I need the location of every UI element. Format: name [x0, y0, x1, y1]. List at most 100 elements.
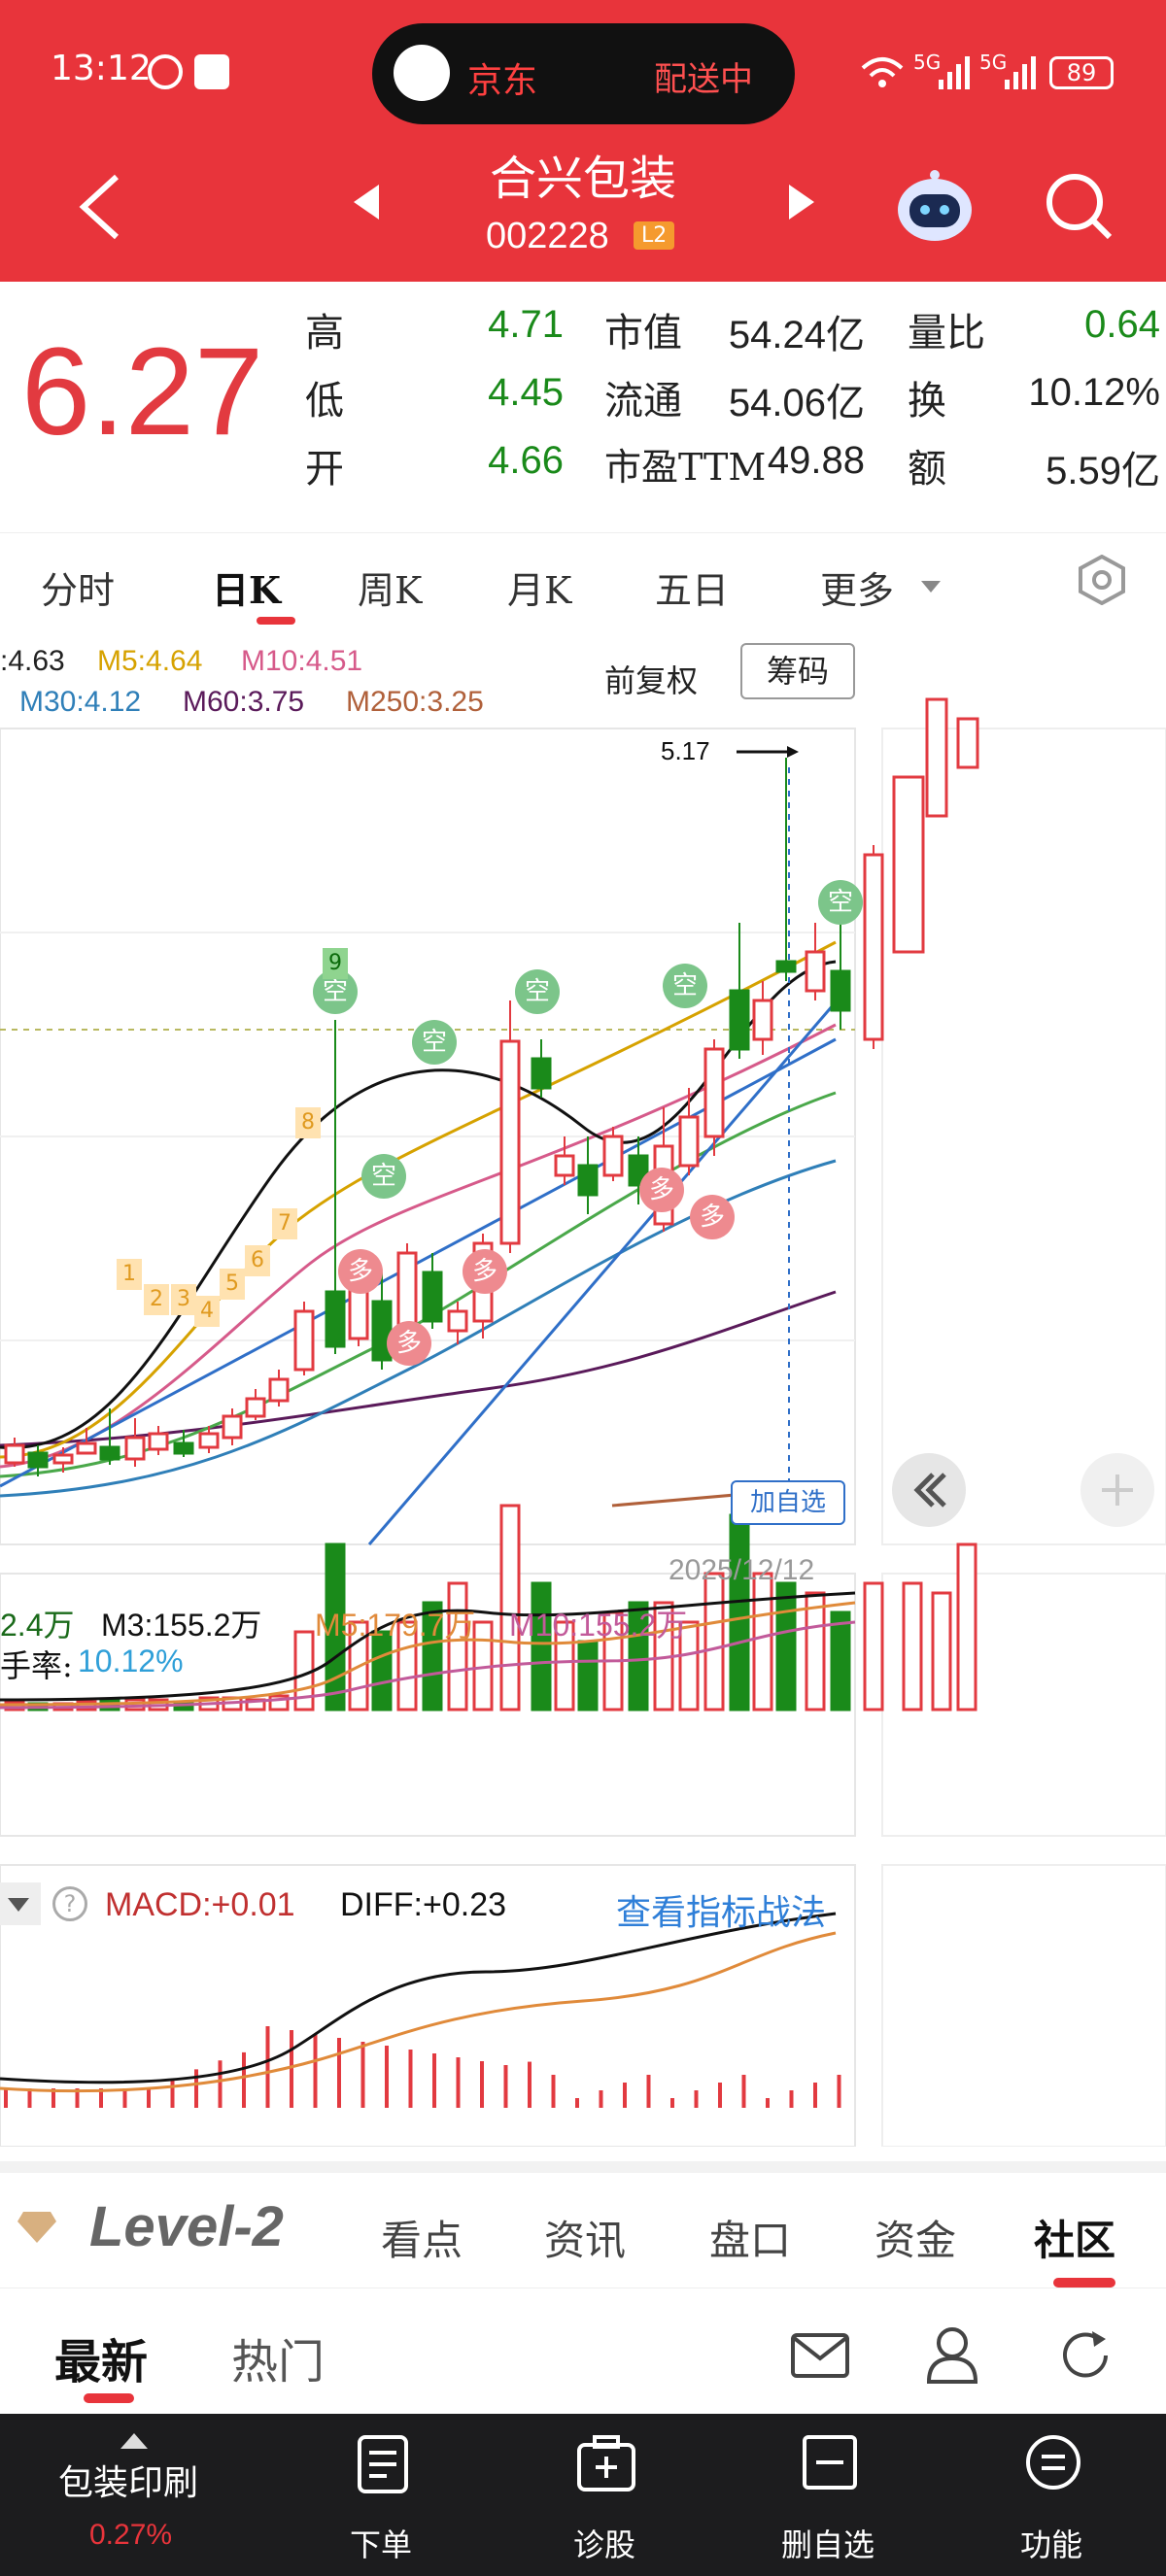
- indicator-strategy-link[interactable]: 查看指标战法: [616, 1893, 827, 1933]
- indicator-dropdown-icon[interactable]: [0, 1882, 41, 1925]
- volume-bar: [775, 1581, 797, 1712]
- buy-signal-badge[interactable]: 多: [639, 1168, 684, 1212]
- functions-label: 功能: [1019, 2526, 1082, 2563]
- float-label: 流通: [604, 379, 682, 424]
- tab-orderbook[interactable]: 盘口: [709, 2217, 792, 2264]
- level2-tab[interactable]: Level-2: [89, 2195, 284, 2258]
- volratio-value: 0.64: [1084, 303, 1160, 346]
- search-icon[interactable]: [1044, 171, 1114, 245]
- buy-signal-badge[interactable]: 多: [690, 1195, 735, 1239]
- vol-legend-m10: M10:155.2万: [509, 1608, 688, 1643]
- volume-bar: [499, 1504, 521, 1712]
- sub-tab-hot[interactable]: 热门: [231, 2335, 326, 2390]
- tab-five-day[interactable]: 五日: [655, 569, 730, 612]
- profile-icon[interactable]: [925, 2325, 979, 2388]
- open-label: 开: [305, 447, 344, 491]
- settings-icon[interactable]: [1077, 554, 1127, 609]
- status-bar: 13:12 京东 配送中 5G 5G 89: [0, 0, 1166, 146]
- signal-icon-2: [1005, 54, 1038, 93]
- tab-timeshare[interactable]: 分时: [41, 569, 116, 612]
- pe-value: 49.88: [767, 439, 865, 482]
- side-candle: [892, 775, 925, 954]
- battery-level: 89: [1066, 59, 1097, 86]
- candle-body: [577, 1164, 599, 1197]
- open-value: 4.66: [488, 439, 564, 482]
- more-dropdown-icon[interactable]: [921, 580, 941, 598]
- vol-legend-m3: M3:155.2万: [101, 1608, 262, 1643]
- tab-week-k[interactable]: 周K: [358, 569, 423, 612]
- mail-icon[interactable]: [791, 2333, 849, 2382]
- robot-assistant-icon[interactable]: [896, 165, 974, 247]
- volume-bar: [325, 1542, 346, 1712]
- high-label: 高: [305, 311, 344, 356]
- candle-body: [293, 1309, 315, 1372]
- count-signal: 9: [323, 948, 348, 979]
- pill-app-name: 京东: [467, 61, 538, 101]
- stock-code: 002228: [486, 216, 609, 256]
- chip-button[interactable]: 筹码: [740, 643, 855, 699]
- kline-chart[interactable]: :4.63 M5:4.64 M10:4.51 M30:4.12 M60:3.75…: [0, 631, 1166, 2147]
- functions-icon: [1026, 2435, 1080, 2490]
- tab-community[interactable]: 社区: [1034, 2217, 1116, 2264]
- sell-signal-badge[interactable]: 空: [361, 1154, 406, 1199]
- high-value: 4.71: [488, 303, 564, 346]
- sell-signal-badge[interactable]: 空: [412, 1020, 457, 1065]
- volume-bar: [396, 1620, 418, 1712]
- sector-change: 0.27%: [89, 2519, 173, 2551]
- candle-body: [325, 1290, 346, 1348]
- candle-body: [4, 1443, 25, 1465]
- expand-up-icon[interactable]: [120, 2433, 148, 2453]
- sell-signal-badge[interactable]: 空: [818, 880, 863, 925]
- sell-signal-badge[interactable]: 空: [663, 964, 707, 1008]
- tab-highlights[interactable]: 看点: [381, 2217, 463, 2264]
- tab-capital[interactable]: 资金: [874, 2217, 957, 2264]
- zoom-in-icon[interactable]: [1080, 1453, 1154, 1527]
- candle-body: [99, 1445, 120, 1461]
- candle-body: [27, 1451, 49, 1469]
- tab-day-k[interactable]: 日K: [212, 568, 282, 612]
- sub-tab-latest[interactable]: 最新: [54, 2335, 149, 2390]
- sell-signal-badge[interactable]: 空: [515, 969, 560, 1014]
- candle-body: [76, 1441, 97, 1455]
- chip-panel-frame: [881, 728, 1166, 1545]
- mcap-value: 54.24亿: [728, 314, 865, 356]
- back-icon[interactable]: [76, 173, 124, 245]
- candle-body: [678, 1115, 700, 1168]
- battery-icon: 89: [1049, 56, 1114, 89]
- ma-legend-m30: M30:4.12: [19, 686, 142, 718]
- candle-body: [268, 1377, 290, 1403]
- speed-icon: [148, 54, 183, 89]
- period-tabs: 分时 日K 周K 月K 五日 更多: [0, 532, 1166, 629]
- collapse-chip-icon[interactable]: [892, 1453, 966, 1527]
- sector-name[interactable]: 包装印刷: [58, 2463, 199, 2503]
- ma-legend-m60: M60:3.75: [183, 686, 305, 718]
- dynamic-island[interactable]: 京东 配送中: [372, 23, 795, 124]
- next-stock-icon[interactable]: [787, 183, 816, 225]
- remove-watch-button[interactable]: 删自选: [721, 2414, 935, 2576]
- volume-bar: [628, 1601, 649, 1712]
- candle-body: [124, 1436, 146, 1461]
- volume-bar: [830, 1610, 851, 1712]
- tab-month-k[interactable]: 月K: [507, 569, 572, 612]
- buy-signal-badge[interactable]: 多: [387, 1321, 431, 1366]
- functions-button[interactable]: 功能: [944, 2414, 1158, 2576]
- buy-signal-badge[interactable]: 多: [463, 1249, 507, 1294]
- kline-svg: 5.17: [0, 697, 1166, 2147]
- remove-watch-icon: [803, 2435, 857, 2490]
- volume-bar: [805, 1591, 826, 1712]
- order-button[interactable]: 下单: [274, 2414, 488, 2576]
- buy-signal-badge[interactable]: 多: [338, 1249, 383, 1294]
- refresh-icon[interactable]: [1057, 2327, 1114, 2388]
- help-icon[interactable]: ?: [52, 1886, 87, 1921]
- add-watch-chart-button[interactable]: 加自选: [731, 1480, 845, 1525]
- adjust-mode[interactable]: 前复权: [604, 662, 699, 699]
- ma10-line: [0, 1023, 837, 1469]
- diagnose-button[interactable]: 诊股: [497, 2414, 711, 2576]
- community-sub-tabs: 最新 热门: [0, 2288, 1166, 2414]
- tab-news[interactable]: 资讯: [544, 2217, 627, 2264]
- prev-stock-icon[interactable]: [352, 183, 381, 225]
- tab-more[interactable]: 更多: [820, 569, 895, 612]
- candle-body: [554, 1154, 575, 1177]
- candle-body: [775, 960, 797, 973]
- count-signal: 4: [194, 1296, 220, 1327]
